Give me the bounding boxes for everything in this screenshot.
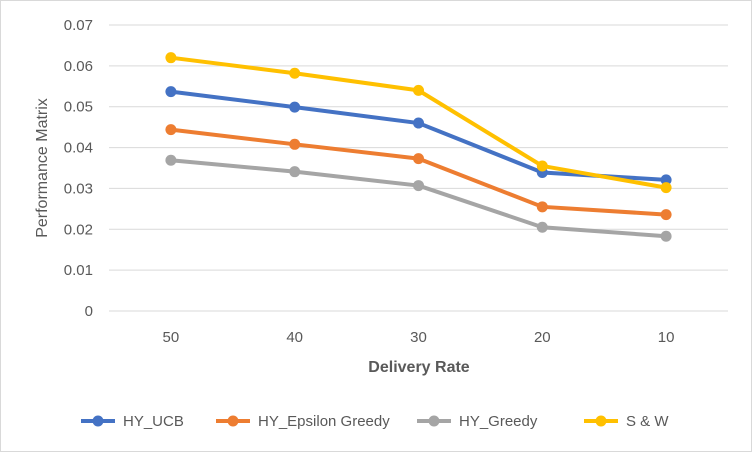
x-axis-ticks: 50 40 30 20 10: [163, 329, 675, 346]
y-tick-label: 0.06: [64, 58, 93, 75]
data-point: [413, 117, 424, 129]
legend-item: HY_Epsilon Greedy: [216, 413, 390, 430]
legend-marker: [428, 415, 440, 427]
legend-item: HY_Greedy: [417, 413, 538, 430]
data-point: [165, 124, 177, 136]
legend-label: S & W: [626, 413, 669, 430]
data-point: [165, 154, 177, 166]
series-0: [165, 86, 672, 186]
legend-label: HY_UCB: [123, 413, 184, 430]
data-point: [536, 201, 548, 213]
data-point: [536, 160, 548, 172]
x-tick-label: 40: [286, 329, 303, 346]
y-tick-label: 0.02: [64, 221, 93, 238]
y-tick-label: 0.03: [64, 180, 93, 197]
data-point: [660, 209, 672, 221]
series-line: [168, 158, 669, 239]
series-layer: [165, 52, 672, 242]
legend-marker: [92, 415, 104, 427]
legend-label: HY_Epsilon Greedy: [258, 413, 390, 430]
data-point: [660, 174, 672, 186]
legend-marker: [595, 415, 607, 427]
legend-label: HY_Greedy: [459, 413, 538, 430]
data-point: [413, 84, 424, 96]
series-2: [165, 154, 672, 242]
legend-item: HY_UCB: [81, 413, 184, 430]
x-tick-label: 10: [658, 329, 675, 346]
y-tick-label: 0.01: [64, 262, 93, 279]
x-axis-title: Delivery Rate: [368, 359, 469, 376]
data-point: [289, 101, 301, 113]
y-tick-label: 0: [85, 303, 93, 320]
data-point: [660, 230, 672, 242]
y-tick-label: 0.07: [64, 17, 93, 34]
gridlines: [109, 24, 728, 312]
legend-marker: [227, 415, 239, 427]
data-point: [536, 221, 548, 233]
data-point: [289, 166, 301, 178]
data-point: [165, 86, 177, 98]
series-line: [168, 127, 669, 217]
y-axis-title: Performance Matrix: [34, 98, 51, 238]
series-1: [165, 124, 672, 221]
data-point: [289, 138, 301, 150]
data-point: [289, 67, 301, 79]
data-point: [165, 52, 177, 64]
x-tick-label: 30: [410, 329, 427, 346]
x-tick-label: 50: [163, 329, 180, 346]
legend-item: S & W: [584, 413, 669, 430]
data-point: [660, 182, 672, 194]
y-tick-label: 0.05: [64, 99, 93, 116]
legend: HY_UCB HY_Epsilon Greedy HY_Greedy S & W: [81, 413, 669, 430]
y-axis-ticks: 0 0.01 0.02 0.03 0.04 0.05 0.06 0.07: [64, 17, 93, 320]
series-3: [165, 52, 672, 194]
y-tick-label: 0.04: [64, 140, 93, 157]
x-tick-label: 20: [534, 329, 551, 346]
data-point: [413, 180, 424, 192]
data-point: [413, 153, 424, 165]
